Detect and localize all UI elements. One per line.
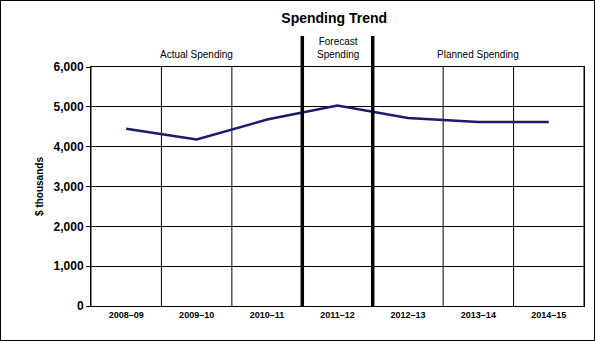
svg-text:$ thousands: $ thousands xyxy=(34,157,45,216)
svg-text:0: 0 xyxy=(77,299,84,313)
svg-text:2014–15: 2014–15 xyxy=(531,310,566,320)
svg-text:2009–10: 2009–10 xyxy=(179,310,214,320)
svg-text:Planned Spending: Planned Spending xyxy=(437,49,519,60)
svg-text:ForecastSpending: ForecastSpending xyxy=(317,36,359,60)
svg-text:2012–13: 2012–13 xyxy=(390,310,425,320)
svg-text:3,000: 3,000 xyxy=(54,180,84,194)
svg-text:1,000: 1,000 xyxy=(54,259,84,273)
svg-text:6,000: 6,000 xyxy=(54,60,84,74)
svg-text:2,000: 2,000 xyxy=(54,220,84,234)
svg-text:2013–14: 2013–14 xyxy=(461,310,496,320)
svg-text:2008–09: 2008–09 xyxy=(109,310,144,320)
svg-text:2010–11: 2010–11 xyxy=(250,310,285,320)
svg-text:Actual Spending: Actual Spending xyxy=(160,49,233,60)
svg-text:4,000: 4,000 xyxy=(54,140,84,154)
svg-text:5,000: 5,000 xyxy=(54,100,84,114)
svg-text:2011–12: 2011–12 xyxy=(320,310,355,320)
svg-text:Spending Trend: Spending Trend xyxy=(281,10,387,26)
